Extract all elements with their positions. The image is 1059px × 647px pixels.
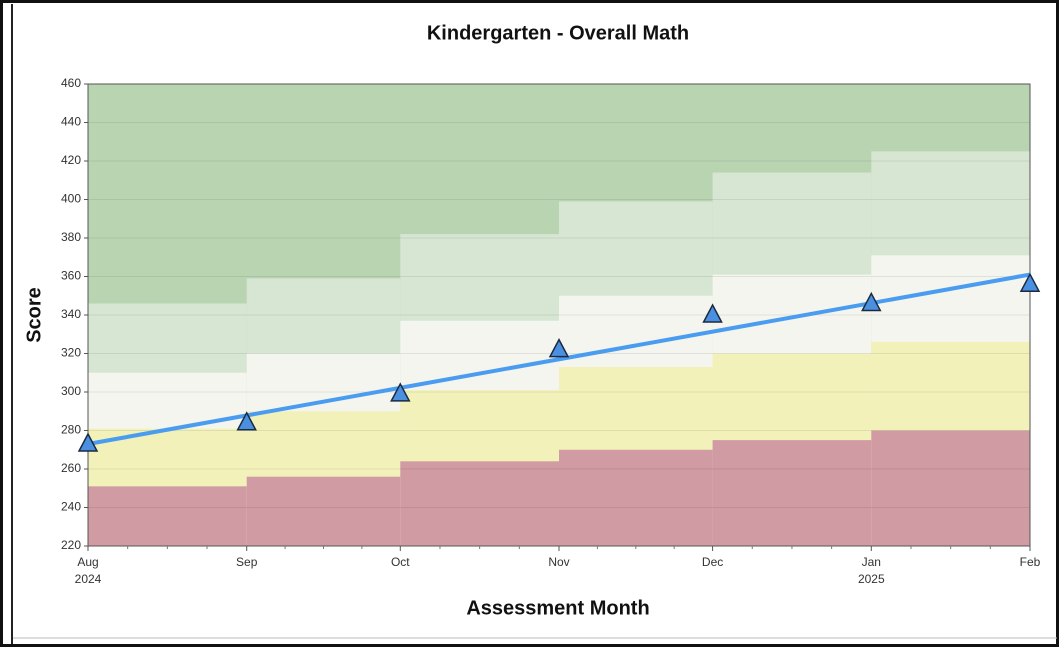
x-tick-label: Feb <box>1020 555 1041 569</box>
y-tick-label: 240 <box>61 500 81 514</box>
band <box>871 430 1030 546</box>
x-tick-label: Oct <box>391 555 410 569</box>
band <box>400 461 559 546</box>
y-tick-label: 280 <box>61 423 81 437</box>
x-tick-label: Aug <box>77 555 98 569</box>
x-axis-label: Assessment Month <box>466 597 649 619</box>
chart-title: Kindergarten - Overall Math <box>427 22 689 44</box>
x-tick-label: Dec <box>702 555 723 569</box>
y-tick-label: 220 <box>61 538 81 552</box>
x-tick-label: Nov <box>548 555 569 569</box>
y-tick-label: 420 <box>61 153 81 167</box>
y-tick-label: 400 <box>61 192 81 206</box>
point <box>861 291 882 312</box>
point <box>236 411 257 431</box>
y-tick-label: 300 <box>61 384 81 398</box>
x-tick-year: 2025 <box>858 572 885 586</box>
y-tick-label: 460 <box>61 76 81 90</box>
y-tick-label: 360 <box>61 269 81 283</box>
band <box>559 449 713 546</box>
y-tick-label: 440 <box>61 115 81 129</box>
point <box>702 303 723 323</box>
y-tick-label: 340 <box>61 307 81 321</box>
y-tick-label: 320 <box>61 346 81 360</box>
band <box>88 486 247 546</box>
point <box>390 382 411 402</box>
point <box>77 432 99 452</box>
y-tick-label: 260 <box>61 461 81 475</box>
x-tick-year: 2024 <box>75 572 102 586</box>
band <box>712 440 872 546</box>
point <box>548 338 570 358</box>
band <box>246 476 401 546</box>
x-tick-label: Jan <box>862 555 881 569</box>
x-tick-label: Sep <box>236 555 258 569</box>
point <box>1019 272 1041 292</box>
y-axis-label: Score <box>23 287 45 343</box>
y-tick-label: 380 <box>61 230 81 244</box>
